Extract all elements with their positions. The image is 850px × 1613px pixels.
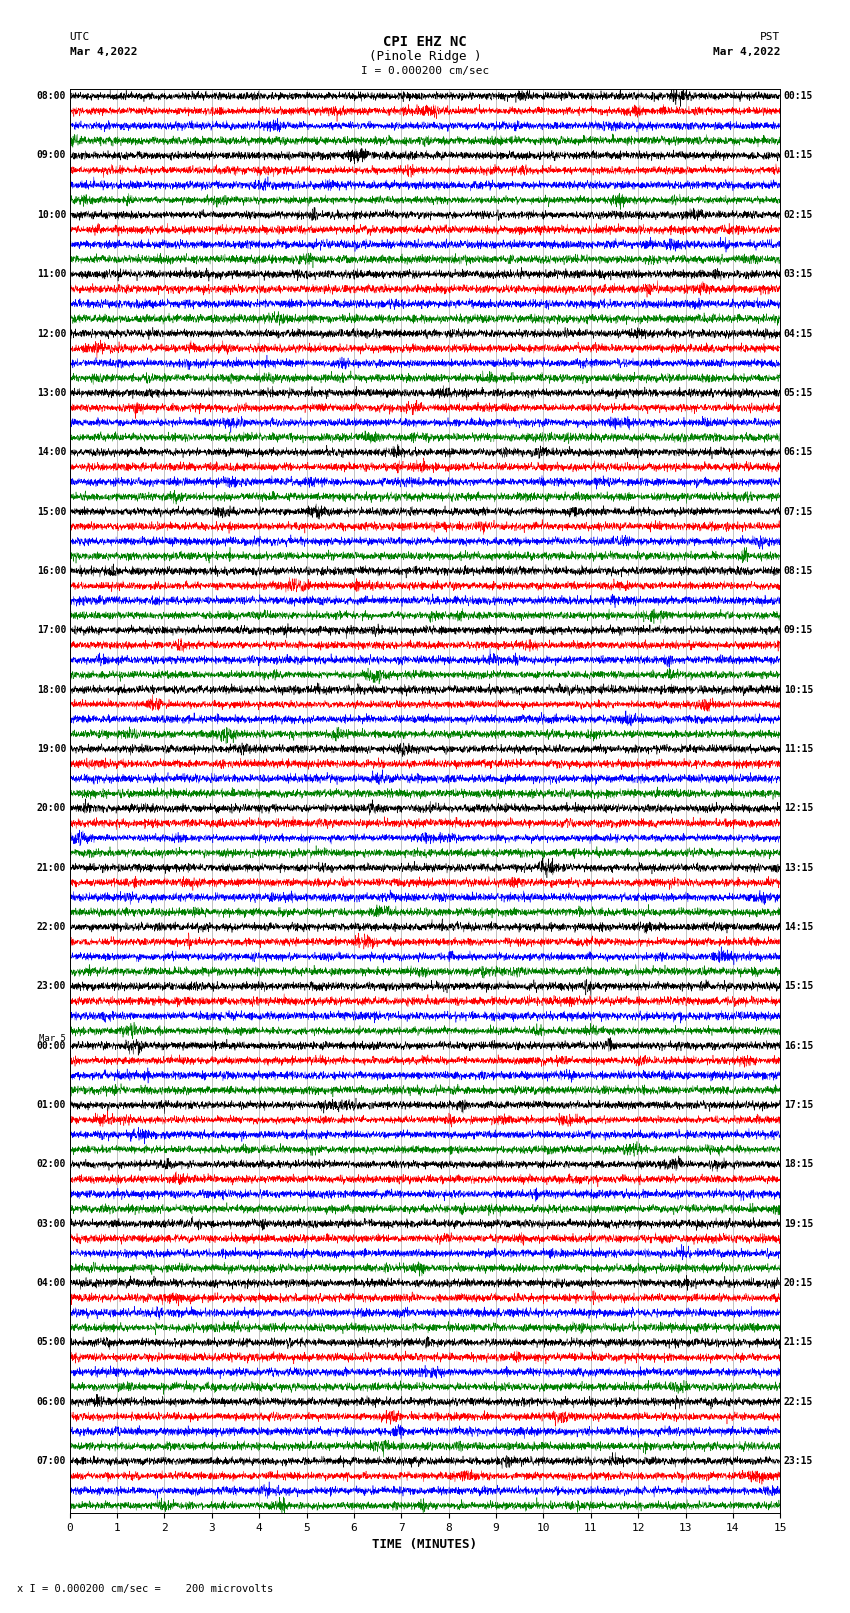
Text: 06:15: 06:15 <box>784 447 813 456</box>
Text: 09:15: 09:15 <box>784 626 813 636</box>
Text: 07:00: 07:00 <box>37 1457 66 1466</box>
Text: 14:00: 14:00 <box>37 447 66 456</box>
Text: 10:00: 10:00 <box>37 210 66 219</box>
Text: 07:15: 07:15 <box>784 506 813 516</box>
Text: 15:00: 15:00 <box>37 506 66 516</box>
Text: 11:15: 11:15 <box>784 744 813 753</box>
Text: 19:15: 19:15 <box>784 1219 813 1229</box>
Text: 13:00: 13:00 <box>37 387 66 398</box>
Text: 16:00: 16:00 <box>37 566 66 576</box>
Text: 11:00: 11:00 <box>37 269 66 279</box>
Text: 01:15: 01:15 <box>784 150 813 160</box>
Text: 12:00: 12:00 <box>37 329 66 339</box>
Text: 15:15: 15:15 <box>784 981 813 992</box>
Text: 23:00: 23:00 <box>37 981 66 992</box>
Text: 00:00: 00:00 <box>37 1040 66 1050</box>
Text: 05:00: 05:00 <box>37 1337 66 1347</box>
X-axis label: TIME (MINUTES): TIME (MINUTES) <box>372 1539 478 1552</box>
Text: 08:00: 08:00 <box>37 90 66 102</box>
Text: 14:15: 14:15 <box>784 923 813 932</box>
Text: PST: PST <box>760 32 780 42</box>
Text: 18:15: 18:15 <box>784 1160 813 1169</box>
Text: 19:00: 19:00 <box>37 744 66 753</box>
Text: 05:15: 05:15 <box>784 387 813 398</box>
Text: 01:00: 01:00 <box>37 1100 66 1110</box>
Text: 22:00: 22:00 <box>37 923 66 932</box>
Text: 02:15: 02:15 <box>784 210 813 219</box>
Text: 10:15: 10:15 <box>784 684 813 695</box>
Text: 03:15: 03:15 <box>784 269 813 279</box>
Text: 18:00: 18:00 <box>37 684 66 695</box>
Text: x I = 0.000200 cm/sec =    200 microvolts: x I = 0.000200 cm/sec = 200 microvolts <box>17 1584 273 1594</box>
Text: 20:15: 20:15 <box>784 1277 813 1289</box>
Text: Mar 4,2022: Mar 4,2022 <box>70 47 137 56</box>
Text: I = 0.000200 cm/sec: I = 0.000200 cm/sec <box>361 66 489 76</box>
Text: Mar 4,2022: Mar 4,2022 <box>713 47 780 56</box>
Text: 00:15: 00:15 <box>784 90 813 102</box>
Text: 04:15: 04:15 <box>784 329 813 339</box>
Text: CPI EHZ NC: CPI EHZ NC <box>383 35 467 50</box>
Text: 12:15: 12:15 <box>784 803 813 813</box>
Text: (Pinole Ridge ): (Pinole Ridge ) <box>369 50 481 63</box>
Text: 21:00: 21:00 <box>37 863 66 873</box>
Text: 02:00: 02:00 <box>37 1160 66 1169</box>
Text: 03:00: 03:00 <box>37 1219 66 1229</box>
Text: 06:00: 06:00 <box>37 1397 66 1407</box>
Text: 17:15: 17:15 <box>784 1100 813 1110</box>
Text: 21:15: 21:15 <box>784 1337 813 1347</box>
Text: UTC: UTC <box>70 32 90 42</box>
Text: 23:15: 23:15 <box>784 1457 813 1466</box>
Text: 08:15: 08:15 <box>784 566 813 576</box>
Text: Mar 5: Mar 5 <box>39 1034 66 1042</box>
Text: 04:00: 04:00 <box>37 1277 66 1289</box>
Text: 17:00: 17:00 <box>37 626 66 636</box>
Text: 13:15: 13:15 <box>784 863 813 873</box>
Text: 20:00: 20:00 <box>37 803 66 813</box>
Text: 22:15: 22:15 <box>784 1397 813 1407</box>
Text: 09:00: 09:00 <box>37 150 66 160</box>
Text: 16:15: 16:15 <box>784 1040 813 1050</box>
